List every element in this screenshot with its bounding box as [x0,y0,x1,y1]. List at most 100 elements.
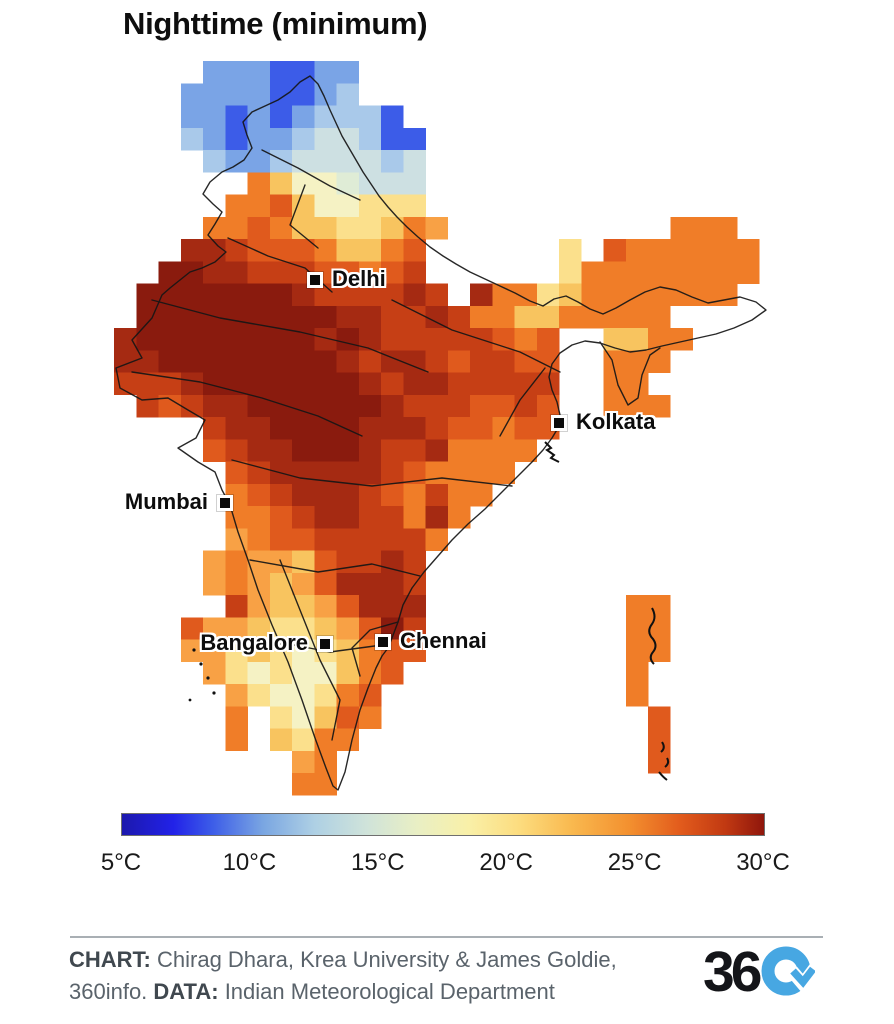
state-line [231,459,513,487]
state-line [151,299,429,373]
grid-cell [737,239,760,262]
grid-cell [203,572,226,596]
grid-cell [314,216,337,240]
grid-cell [447,372,471,396]
grid-cell [225,194,248,218]
grid-cell [225,105,248,129]
grid-cell [158,261,182,284]
grid-cell [336,283,360,307]
grid-cell [203,283,226,307]
grid-cell [470,305,493,329]
lakshadweep-dot [188,698,192,702]
credit-label: DATA: [153,978,219,1004]
grid-cell [247,483,271,507]
grid-cell [269,305,293,329]
grid-cell [648,394,671,418]
grid-cell [292,150,315,173]
grid-cell [269,417,293,440]
grid-cell [358,483,382,507]
grid-cell [180,283,204,307]
city-label-kolkata: Kolkata [576,409,656,434]
city-marker-kolkata [551,415,567,431]
grid-cell [247,261,271,284]
grid-cell [203,617,226,640]
grid-cell [292,194,315,218]
state-line [261,149,361,201]
grid-cell [269,261,293,284]
grid-cell [247,172,271,195]
grid-cell [403,127,426,151]
grid-cell [381,172,404,195]
grid-cell [225,283,248,307]
grid-cell [292,506,315,529]
state-line [351,621,399,677]
grid-cell [292,61,315,84]
grid-cell [403,150,426,173]
grid-cell [425,350,449,373]
grid-cell [336,661,360,685]
grid-cell [358,528,382,551]
grid-cell [269,506,293,529]
grid-cell [403,528,426,551]
grid-cell [247,595,271,618]
grid-cell [269,172,293,195]
grid-cell [514,439,538,462]
grid-cell [336,194,360,218]
grid-cell [625,639,649,663]
city-marker-delhi [307,272,323,288]
chart-title: Nighttime (minimum) [123,6,428,41]
grid-cell [247,350,271,373]
grid-cell [225,550,248,574]
grid-cell [247,328,271,351]
grid-cell [114,328,137,351]
grid-cell [625,261,649,284]
grid-cell [403,439,426,462]
grid-cell [625,661,649,685]
grid-cell [536,305,560,329]
grid-cell [492,372,515,396]
grid-cell [180,639,204,663]
grid-cell [158,283,182,307]
grid-cell [470,439,493,462]
grid-cell [247,417,271,440]
grid-cell [314,194,337,218]
grid-cell [403,172,426,195]
grid-cell [403,550,426,574]
grid-cell [203,216,226,240]
grid-cell [447,394,471,418]
grid-cell [292,105,315,129]
grid-cell [269,239,293,262]
nicobar-islands-outline [658,741,670,781]
grid-cell [425,439,449,462]
grid-cell [381,305,404,329]
lakshadweep-dot [212,691,216,695]
grid-cell [336,483,360,507]
logo-text: 36 [703,940,762,1004]
city-label-mumbai: Mumbai [124,489,208,514]
grid-cell [292,350,315,373]
grid-cell [403,239,426,262]
grid-cell [492,461,515,485]
grid-cell [247,283,271,307]
grid-cell [381,372,404,396]
grid-cell [670,216,693,240]
grid-cell [247,150,271,173]
grid-cell [358,572,382,596]
grid-cell [737,261,760,284]
grid-cell [203,550,226,574]
grid-cell [180,328,204,351]
grid-cell [714,239,738,262]
grid-cell [225,127,248,151]
logo-ring-icon [761,946,816,996]
grid-cell [269,105,293,129]
city-marker-mumbai [217,495,233,511]
grid-cell [492,283,515,307]
grid-cell [514,283,538,307]
grid-cell [381,239,404,262]
grid-cell [670,261,693,284]
grid-cell [314,750,337,774]
grid-cell [514,328,538,351]
grid-cell [314,372,337,396]
grid-cell [603,394,627,418]
